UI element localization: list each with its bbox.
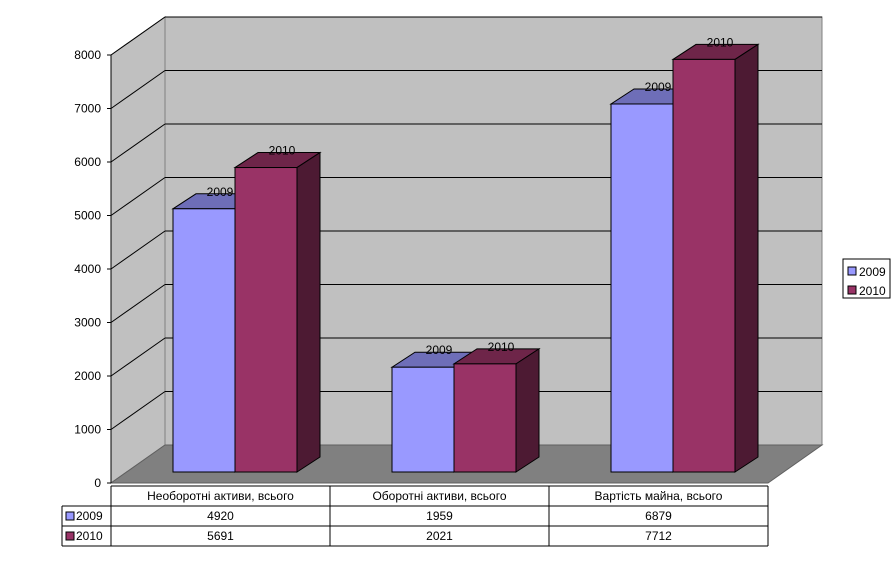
bar <box>453 363 517 473</box>
gridline-side <box>110 177 166 216</box>
table-series-swatch <box>65 511 75 521</box>
bar <box>234 167 298 473</box>
table-cell-value: 6879 <box>645 509 672 523</box>
table-series-name: 2010 <box>76 529 103 543</box>
y-tick-label: 0 <box>94 476 101 490</box>
bar-side <box>296 151 321 473</box>
gridline-side <box>110 16 166 56</box>
bar-side <box>734 43 759 473</box>
y-tick-label: 7000 <box>74 102 101 116</box>
y-tick-label: 1000 <box>74 423 101 437</box>
bar-data-label: 2009 <box>645 80 672 94</box>
gridline-side <box>110 70 166 109</box>
legend-label: 2010 <box>859 284 886 298</box>
legend-swatch <box>847 266 857 276</box>
bar <box>172 208 236 473</box>
y-tick-label: 6000 <box>74 155 101 169</box>
gridline-side <box>110 230 166 270</box>
gridline-side <box>110 123 166 163</box>
bar-data-label: 2009 <box>426 343 453 357</box>
gridline-side <box>110 284 166 323</box>
x-category-label: Вартість майна, всього <box>595 489 723 503</box>
table-series-swatch <box>65 531 75 541</box>
bar <box>391 366 455 473</box>
table-cell-value: 4920 <box>207 509 234 523</box>
x-category-label: Необоротні активи, всього <box>147 489 294 503</box>
table-cell-value: 5691 <box>207 529 234 543</box>
bar-data-label: 2009 <box>207 185 234 199</box>
x-category-label: Оборотні активи, всього <box>372 489 506 503</box>
bar-data-label: 2010 <box>488 340 515 354</box>
gridline-side <box>110 391 166 430</box>
table-cell-value: 1959 <box>426 509 453 523</box>
bar-side <box>515 347 540 473</box>
table-cell-value: 7712 <box>645 529 672 543</box>
y-tick-label: 8000 <box>74 48 101 62</box>
table-series-name: 2009 <box>76 509 103 523</box>
gridline-side <box>110 337 166 377</box>
bar <box>610 103 674 473</box>
y-tick-label: 4000 <box>74 262 101 276</box>
legend-swatch <box>847 285 857 295</box>
bar <box>672 58 736 473</box>
bar-data-label: 2010 <box>707 35 734 49</box>
table-cell-value: 2021 <box>426 529 453 543</box>
y-tick-label: 3000 <box>74 316 101 330</box>
y-tick-label: 5000 <box>74 209 101 223</box>
y-tick-label: 2000 <box>74 369 101 383</box>
bar-data-label: 2010 <box>269 144 296 158</box>
legend-label: 2009 <box>859 265 886 279</box>
